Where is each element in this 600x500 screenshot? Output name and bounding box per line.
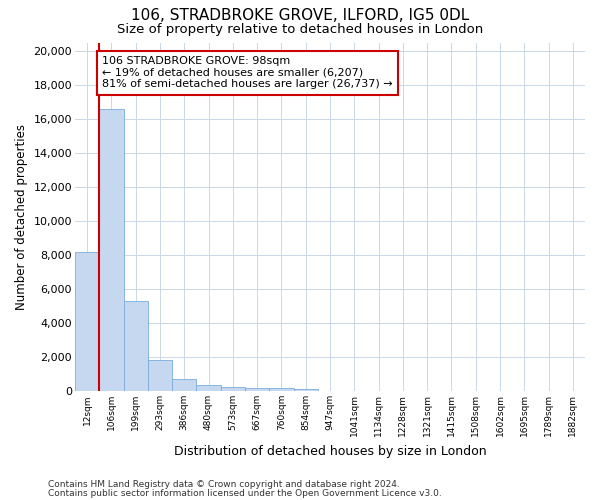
- Y-axis label: Number of detached properties: Number of detached properties: [15, 124, 28, 310]
- Text: Size of property relative to detached houses in London: Size of property relative to detached ho…: [117, 22, 483, 36]
- Bar: [196, 386, 221, 392]
- Text: 106 STRADBROKE GROVE: 98sqm
← 19% of detached houses are smaller (6,207)
81% of : 106 STRADBROKE GROVE: 98sqm ← 19% of det…: [102, 56, 393, 90]
- Bar: [221, 386, 245, 392]
- Bar: [269, 388, 293, 392]
- Bar: [172, 378, 196, 392]
- Bar: [99, 109, 124, 392]
- Text: Contains public sector information licensed under the Open Government Licence v3: Contains public sector information licen…: [48, 488, 442, 498]
- Bar: [124, 301, 148, 392]
- Bar: [245, 388, 269, 392]
- Bar: [75, 252, 99, 392]
- Bar: [148, 360, 172, 392]
- X-axis label: Distribution of detached houses by size in London: Distribution of detached houses by size …: [173, 444, 486, 458]
- Text: 106, STRADBROKE GROVE, ILFORD, IG5 0DL: 106, STRADBROKE GROVE, ILFORD, IG5 0DL: [131, 8, 469, 22]
- Bar: [293, 389, 318, 392]
- Text: Contains HM Land Registry data © Crown copyright and database right 2024.: Contains HM Land Registry data © Crown c…: [48, 480, 400, 489]
